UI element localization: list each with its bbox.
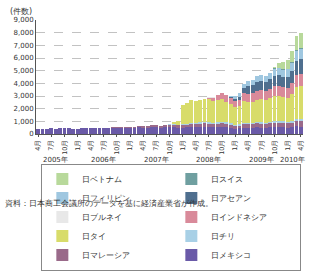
svg-text:1,000: 1,000 — [14, 118, 34, 126]
svg-text:6,000: 6,000 — [14, 54, 34, 62]
svg-text:1月: 1月 — [179, 140, 187, 151]
svg-text:7月: 7月 — [152, 140, 160, 151]
svg-text:日タイ: 日タイ — [82, 232, 106, 241]
svg-text:2006年: 2006年 — [91, 156, 116, 164]
svg-text:1月: 1月 — [231, 140, 239, 151]
svg-text:資料：日本商工会議所のデータを基に経済産業省が作成。: 資料：日本商工会議所のデータを基に経済産業省が作成。 — [5, 199, 213, 208]
svg-text:日チリ: 日チリ — [211, 232, 235, 241]
svg-text:1月: 1月 — [126, 140, 134, 151]
svg-text:日アセアン: 日アセアン — [211, 194, 251, 203]
svg-text:2005年: 2005年 — [43, 156, 68, 164]
svg-text:7月: 7月 — [258, 140, 266, 151]
svg-text:4月: 4月 — [34, 140, 42, 151]
svg-text:2,000: 2,000 — [14, 105, 34, 113]
svg-text:7月: 7月 — [100, 140, 108, 151]
svg-text:2010年: 2010年 — [280, 156, 305, 164]
svg-text:4月: 4月 — [244, 140, 252, 151]
svg-text:3,000: 3,000 — [14, 92, 34, 100]
svg-text:日フィリピン: 日フィリピン — [82, 194, 130, 203]
svg-text:日インドネシア: 日インドネシア — [211, 213, 267, 222]
svg-text:4月: 4月 — [139, 140, 147, 151]
svg-text:2007年: 2007年 — [144, 156, 169, 164]
svg-text:(件数): (件数) — [10, 7, 32, 16]
svg-text:4月: 4月 — [297, 140, 305, 151]
svg-text:日ベトナム: 日ベトナム — [82, 175, 122, 184]
svg-text:10月: 10月 — [166, 140, 174, 155]
svg-text:7月: 7月 — [205, 140, 213, 151]
svg-text:9,000: 9,000 — [14, 16, 34, 24]
svg-text:2009年: 2009年 — [249, 156, 274, 164]
svg-text:10月: 10月 — [113, 140, 121, 155]
svg-text:5,000: 5,000 — [14, 67, 34, 75]
svg-text:8,000: 8,000 — [14, 29, 34, 37]
svg-text:1月: 1月 — [74, 140, 82, 151]
svg-text:7,000: 7,000 — [14, 42, 34, 50]
svg-text:日ブルネイ: 日ブルネイ — [82, 213, 122, 222]
svg-text:日スイス: 日スイス — [211, 175, 243, 184]
svg-text:4月: 4月 — [192, 140, 200, 151]
svg-text:2008年: 2008年 — [196, 156, 221, 164]
svg-text:10月: 10月 — [218, 140, 226, 155]
svg-text:10月: 10月 — [271, 140, 279, 155]
svg-text:日メキシコ: 日メキシコ — [211, 251, 251, 260]
svg-text:4月: 4月 — [87, 140, 95, 151]
svg-text:7月: 7月 — [47, 140, 55, 151]
svg-text:1月: 1月 — [284, 140, 292, 151]
svg-text:10月: 10月 — [61, 140, 69, 155]
svg-text:0: 0 — [29, 130, 33, 138]
svg-text:4,000: 4,000 — [14, 80, 34, 88]
svg-text:日マレーシア: 日マレーシア — [82, 251, 130, 260]
